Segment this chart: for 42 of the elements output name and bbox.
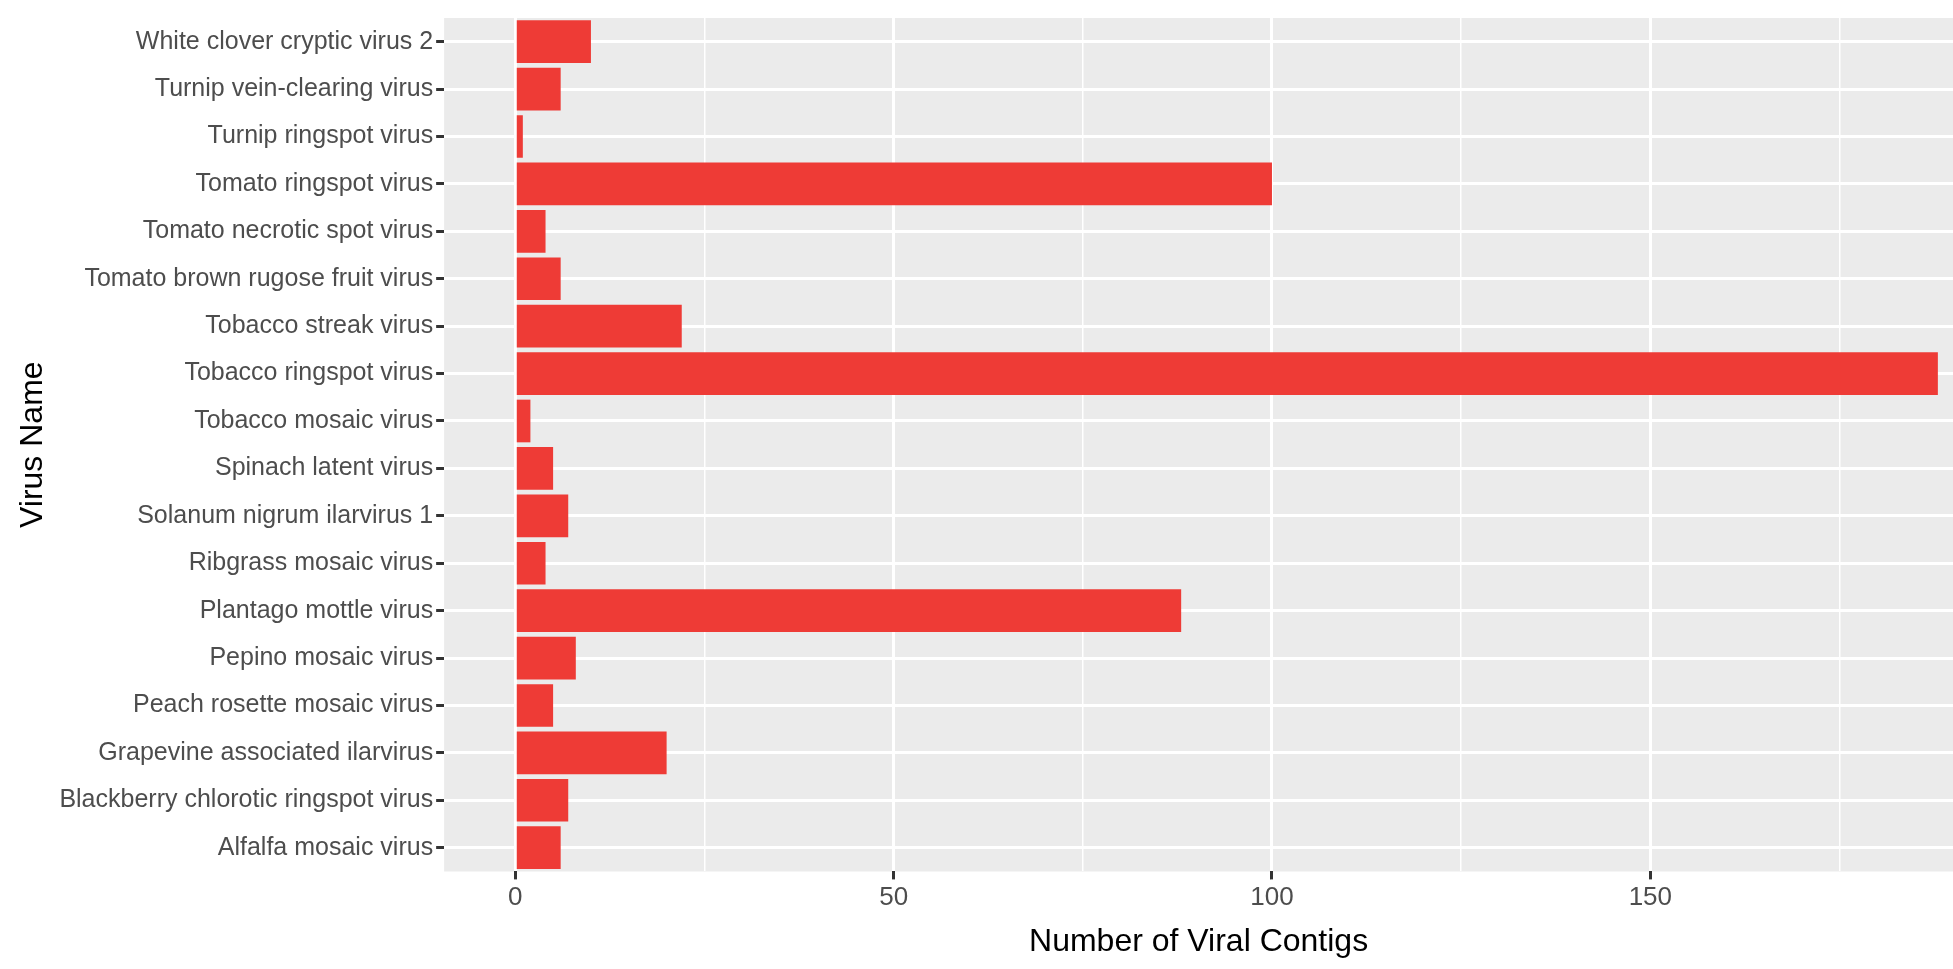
- bar: [516, 684, 554, 727]
- bar: [516, 447, 554, 490]
- y-tick-label: Peach rosette mosaic virus: [133, 689, 434, 718]
- bar: [516, 731, 667, 775]
- x-tick-label: 150: [1628, 881, 1673, 912]
- bar: [516, 541, 546, 585]
- y-tick-label: Tobacco streak virus: [205, 310, 434, 339]
- y-tick-label: Alfalfa mosaic virus: [217, 831, 434, 860]
- y-tick-label: White clover cryptic virus 2: [135, 25, 434, 54]
- bar: [516, 67, 561, 111]
- y-tick-label: Pepino mosaic virus: [209, 641, 434, 670]
- x-axis-title: Number of Viral Contigs: [1029, 921, 1369, 958]
- y-tick-label: Tomato brown rugose fruit virus: [84, 262, 434, 291]
- y-tick-label: Tomato necrotic spot virus: [142, 215, 434, 244]
- y-axis-title: Virus Name: [13, 361, 50, 528]
- bar: [516, 589, 1182, 632]
- bar: [516, 257, 561, 301]
- y-tick-label: Turnip vein-clearing virus: [154, 73, 434, 102]
- y-tick-label: Ribgrass mosaic virus: [188, 547, 434, 576]
- y-tick-label: Tobacco mosaic virus: [194, 404, 434, 433]
- bar: [516, 304, 682, 348]
- y-tick-label: Blackberry chlorotic ringspot virus: [59, 784, 434, 813]
- bar: [516, 778, 569, 822]
- bar: [516, 352, 1938, 395]
- bar: [516, 115, 523, 158]
- y-tick-label: Grapevine associated ilarvirus: [98, 736, 434, 765]
- bar: [516, 636, 576, 680]
- x-tick-label: 0: [508, 881, 523, 912]
- bar: [516, 162, 1272, 206]
- y-tick-label: Tobacco ringspot virus: [184, 357, 434, 386]
- bar: [516, 20, 591, 64]
- x-tick-label: 100: [1250, 881, 1294, 912]
- x-tick-label: 50: [879, 881, 909, 912]
- y-tick-label: Plantago mottle virus: [199, 594, 434, 623]
- y-tick-label: Tomato ringspot virus: [195, 167, 434, 196]
- y-tick-label: Solanum nigrum ilarvirus 1: [137, 499, 434, 528]
- y-tick-label: Spinach latent virus: [214, 452, 434, 481]
- bar: [516, 826, 561, 870]
- bar: [516, 399, 531, 443]
- bar: [516, 210, 546, 253]
- y-tick-label: Turnip ringspot virus: [207, 120, 434, 149]
- bar: [516, 494, 569, 538]
